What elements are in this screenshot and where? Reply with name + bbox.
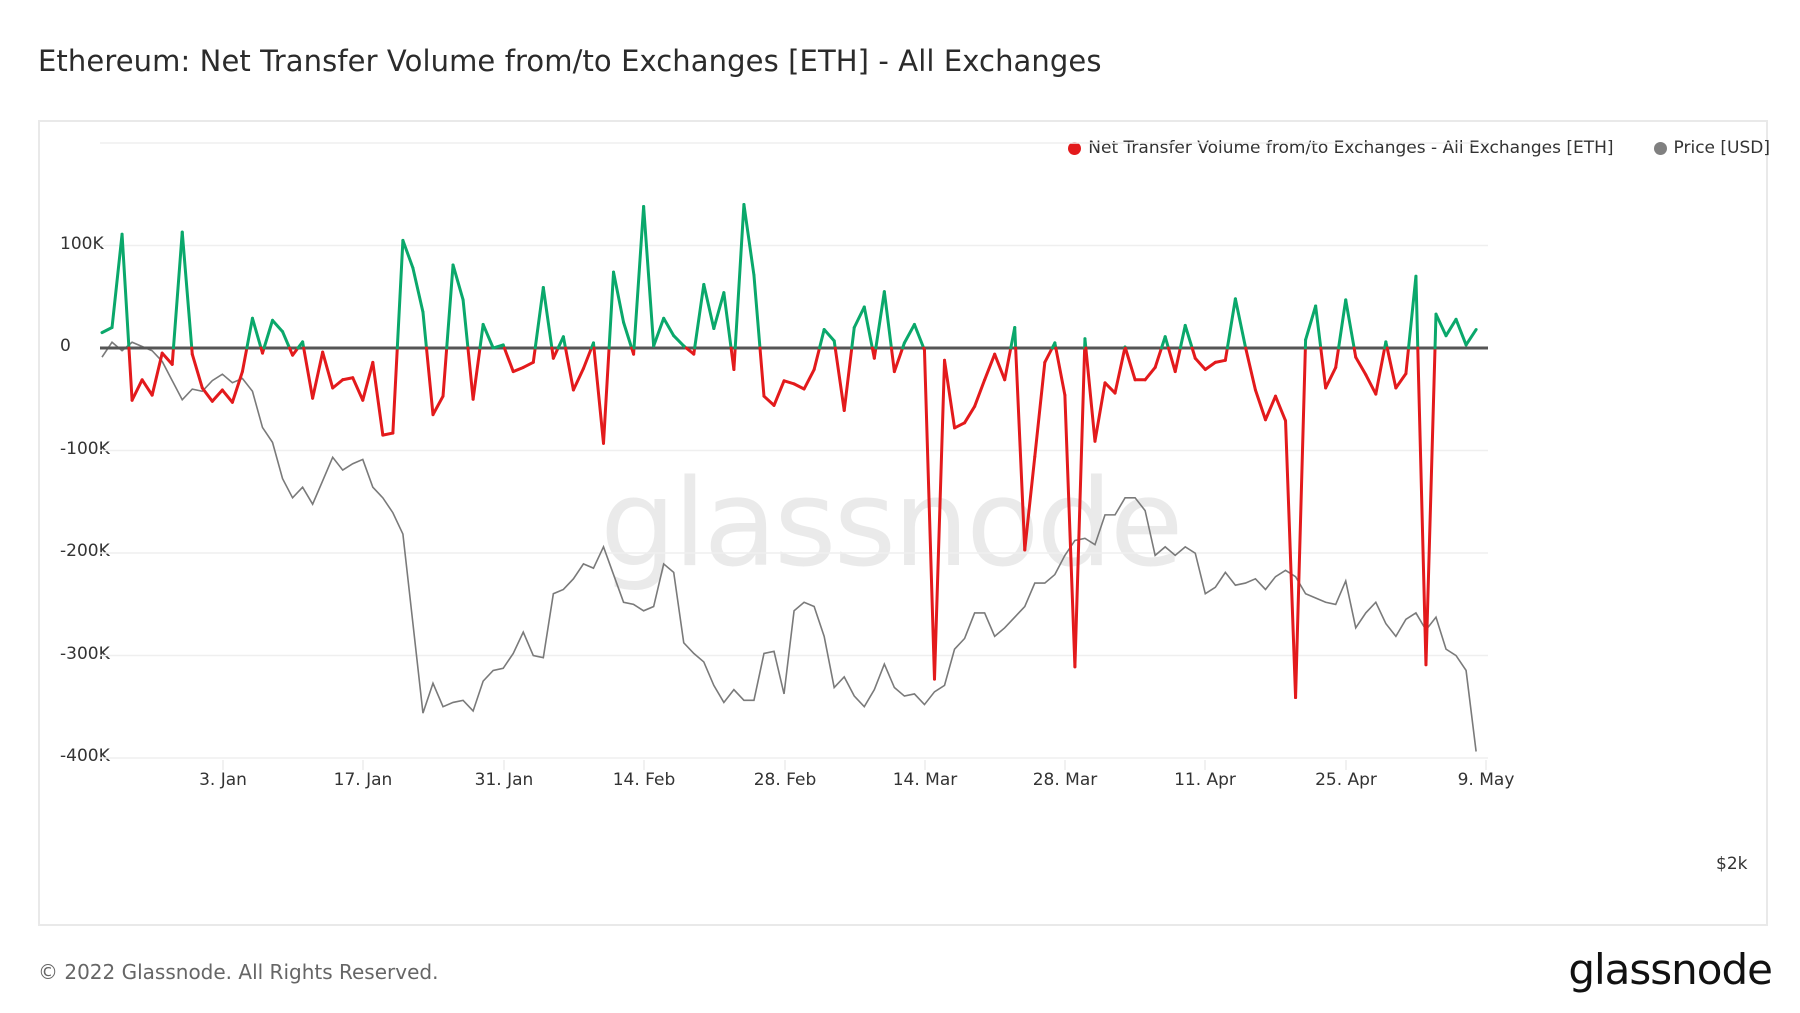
red-dot-icon	[1068, 141, 1082, 155]
x-tick-label: 9. May	[1457, 770, 1515, 790]
copyright-text: © 2022 Glassnode. All Rights Reserved.	[38, 960, 439, 984]
y-tick-label: -100K	[60, 438, 110, 459]
x-tick-label: 14. Feb	[612, 770, 676, 790]
x-tick-label: 17. Jan	[333, 770, 393, 790]
x-tick-label: 25. Apr	[1315, 770, 1377, 790]
legend-item-price[interactable]: Price [USD]	[1653, 138, 1770, 158]
y-tick-label: -200K	[60, 541, 110, 561]
x-tick-label: 11. Apr	[1174, 770, 1236, 790]
legend-label-price: Price [USD]	[1673, 138, 1770, 158]
y-tick-label: -300K	[60, 643, 110, 664]
x-tick-label: 14. Mar	[892, 770, 958, 790]
y-tick-label: 0	[60, 336, 71, 356]
glassnode-logo: glassnode	[1568, 945, 1773, 994]
x-tick-label: 3. Jan	[199, 770, 247, 790]
y-tick-label: 100K	[60, 233, 104, 254]
chart-panel	[38, 120, 1768, 926]
price-axis-label: $2k	[1716, 854, 1748, 874]
gray-dot-icon	[1653, 141, 1667, 155]
y-tick-label: -400K	[60, 746, 110, 766]
x-tick-label: 28. Mar	[1032, 770, 1098, 790]
x-tick-label: 28. Feb	[753, 770, 817, 790]
x-tick-label: 31. Jan	[474, 770, 534, 790]
chart-title: Ethereum: Net Transfer Volume from/to Ex…	[38, 44, 1102, 78]
